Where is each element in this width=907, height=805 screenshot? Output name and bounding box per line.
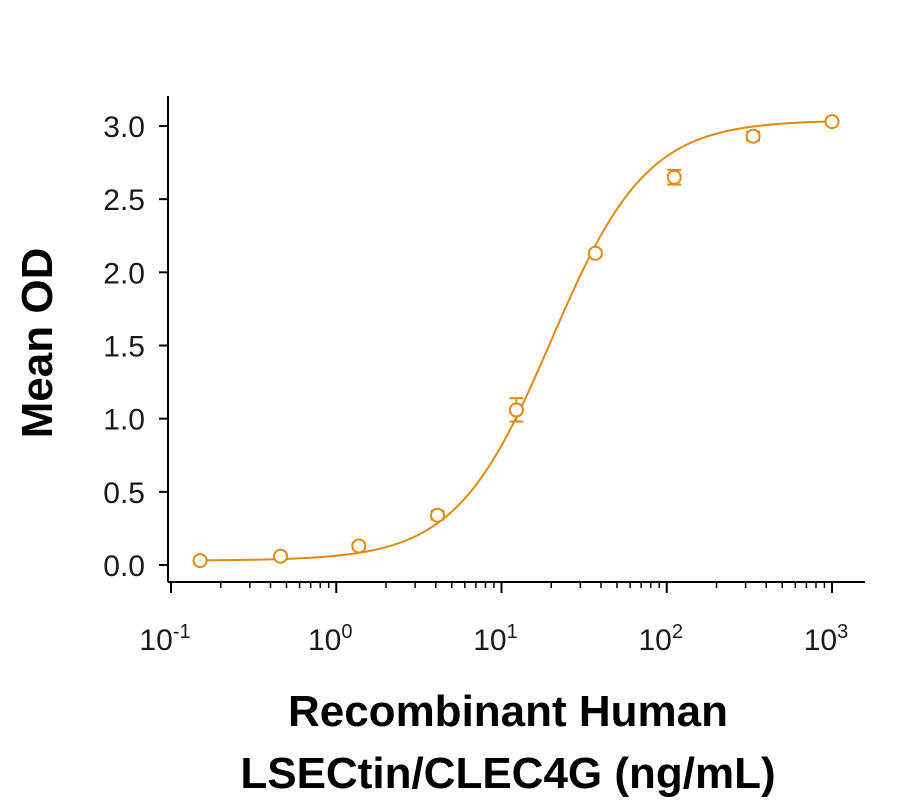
tick-labels: 0.0 0.5 1.0 1.5 2.0 2.5 3.0 10-1 100 101 102 103	[103, 111, 848, 657]
tick-marks	[159, 125, 833, 593]
y-tick-label: 1.5	[103, 331, 145, 364]
x-axis-title-line-2: LSECtin/CLEC4G (ng/mL)	[240, 749, 775, 798]
data-point	[666, 168, 682, 186]
y-tick-label: 2.5	[103, 184, 145, 217]
data-point	[824, 114, 840, 130]
data-point	[192, 553, 208, 569]
x-tick-label: 103	[804, 621, 849, 657]
data-point	[587, 245, 603, 261]
data-point	[430, 507, 446, 523]
x-tick-label: 100	[308, 621, 353, 657]
x-tick-label: 10-1	[139, 621, 190, 657]
fit-curve	[200, 120, 833, 562]
x-axis-title-line-1: Recombinant Human	[288, 687, 728, 736]
x-tick-label: 101	[473, 621, 518, 657]
point-marker	[430, 507, 446, 523]
y-tick-label: 2.0	[103, 257, 145, 290]
point-marker	[587, 245, 603, 261]
point-marker	[508, 402, 524, 418]
y-tick-label: 0.5	[103, 477, 145, 510]
y-axis-title: Mean OD	[13, 248, 62, 439]
data-point	[508, 397, 524, 423]
data-point	[745, 128, 761, 144]
data-points-layer	[192, 114, 840, 569]
point-marker	[745, 128, 761, 144]
point-marker	[824, 114, 840, 130]
y-tick-label: 0.0	[103, 550, 145, 583]
point-marker	[192, 553, 208, 569]
y-tick-label: 3.0	[103, 111, 145, 144]
fit-curve-layer	[200, 120, 833, 562]
point-marker	[351, 538, 367, 554]
axes	[167, 96, 865, 583]
point-marker	[273, 548, 289, 564]
point-marker	[666, 169, 682, 185]
y-tick-label: 1.0	[103, 404, 145, 437]
data-point	[273, 548, 289, 564]
data-point	[351, 538, 367, 554]
x-tick-label: 102	[639, 621, 684, 657]
